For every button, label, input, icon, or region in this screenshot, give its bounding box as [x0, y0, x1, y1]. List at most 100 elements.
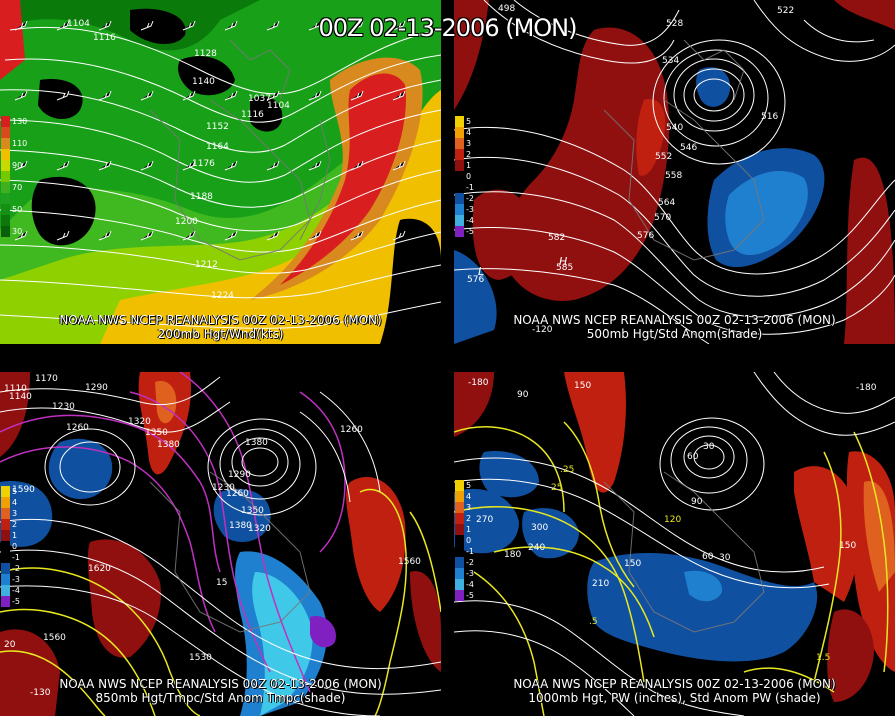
wind-barb — [224, 20, 238, 31]
legend-swatch — [1, 116, 10, 127]
wind-barb — [350, 90, 364, 101]
wind-barb — [392, 20, 406, 31]
contour-label: 546 — [680, 143, 697, 153]
contour-label: 30 — [719, 553, 731, 563]
contour-label: 1380 — [229, 521, 252, 531]
legend-swatch — [1, 574, 10, 585]
legend-label: -5 — [466, 227, 474, 236]
legend-swatch — [455, 579, 464, 590]
contour-label: 1200 — [175, 217, 198, 227]
legend-label: 1 — [12, 531, 18, 540]
wind-barb — [98, 160, 112, 171]
legend-swatch — [1, 585, 10, 596]
wind-barb — [308, 160, 322, 171]
wind-barb — [140, 20, 154, 31]
contour-label: 1560 — [398, 557, 421, 567]
legend-label: -4 — [466, 216, 474, 225]
contour-label: 25 — [551, 483, 562, 493]
legend-label: 4 — [12, 498, 18, 507]
legend-label: -5 — [466, 591, 474, 600]
legend-swatch — [455, 590, 464, 601]
wind-barb — [308, 90, 322, 101]
contour-label: 1290 — [85, 383, 108, 393]
contour-label: 240 — [528, 543, 545, 553]
contour-label: 564 — [658, 198, 675, 208]
legend-swatch — [455, 226, 464, 237]
legend-swatch — [1, 127, 10, 138]
panel-200mb-source-label: NOAA NWS NCEP REANALYSIS 00Z 02-13-2006 … — [59, 313, 382, 327]
panel-200mb-legend: 130 110 90 70 50 30 — [1, 116, 27, 237]
contour-label: -130 — [30, 688, 51, 698]
legend-swatch — [1, 519, 10, 530]
legend-label: 70 — [12, 183, 23, 192]
contour-label: -180 — [856, 383, 877, 393]
legend-swatch — [455, 138, 464, 149]
contour-label: 1590 — [12, 485, 35, 495]
panel-500mb-legend: 5 4 3 2 1 0 -1 -2 -3 -4 -5 — [455, 116, 474, 237]
contour-label: 1320 — [248, 524, 271, 534]
legend-label: 130 — [12, 117, 28, 126]
contour-label: 1116 — [241, 110, 264, 120]
legend-label: 1 — [466, 525, 472, 534]
contour-label: 150 — [624, 559, 641, 569]
contour-label: 60 — [687, 452, 699, 462]
contour-label: 528 — [666, 19, 683, 29]
contour-label: 1320 — [128, 417, 151, 427]
contour-label: 1260 — [340, 425, 363, 435]
legend-swatch — [1, 552, 10, 563]
wind-barb — [182, 20, 196, 31]
wind-barb — [392, 230, 406, 241]
legend-swatch — [455, 535, 464, 546]
wind-barb — [266, 160, 280, 171]
legend-swatch — [455, 480, 464, 491]
panel-850mb-height-temp: 1110 1170 1140 1230 1260 1290 1320 1350 1380 1380… — [0, 372, 441, 716]
contour-label: 20 — [4, 640, 16, 650]
wind-barb — [350, 160, 364, 171]
contour-label: 1140 — [192, 77, 215, 87]
contour-label: 1230 — [212, 483, 235, 493]
contour-label: 270 — [476, 515, 493, 525]
legend-swatch — [455, 149, 464, 160]
panel-1000mb-source-label: NOAA NWS NCEP REANALYSIS 00Z 02-13-2006 … — [513, 677, 836, 691]
wind-barb — [56, 90, 70, 101]
wind-barb — [266, 230, 280, 241]
panel-500mb-source-label: NOAA NWS NCEP REANALYSIS 00Z 02-13-2006 … — [513, 313, 836, 327]
wind-barb — [98, 230, 112, 241]
legend-label: 5 — [466, 481, 472, 490]
legend-label: 2 — [466, 150, 472, 159]
legend-swatch — [455, 513, 464, 524]
wind-barb — [14, 160, 28, 171]
contour-label: 585 — [556, 263, 573, 273]
wind-barb — [14, 20, 28, 31]
contour-label: 1128 — [194, 49, 217, 59]
wind-barb — [56, 20, 70, 31]
wind-barb — [392, 90, 406, 101]
contour-label: 60 — [702, 552, 714, 562]
contour-label: 1164 — [206, 142, 229, 152]
contour-label: 1260 — [226, 489, 249, 499]
contour-label: 15 — [216, 578, 227, 588]
legend-label: -4 — [12, 586, 20, 595]
wind-barb — [224, 90, 238, 101]
wind-barb — [140, 230, 154, 241]
wind-barb — [14, 90, 28, 101]
legend-swatch — [455, 171, 464, 182]
contour-label: 1110 — [4, 384, 27, 394]
contour-label: -120 — [532, 325, 553, 335]
panel-850mb-product-label: 850mb Hgt/Tmpc/Std Anom Tmpc(shade) — [95, 691, 346, 705]
panel-500mb-height-anomaly: 498 528 534 522 516 540 546 552 558 564 570 576 582 5… — [454, 0, 895, 344]
contour-label: 1350 — [241, 506, 264, 516]
legend-label: 2 — [12, 520, 18, 529]
legend-swatch — [1, 486, 10, 497]
wind-barb — [14, 230, 28, 241]
legend-swatch — [455, 215, 464, 226]
contour-label: 1230 — [52, 402, 75, 412]
contour-label: 1560 — [43, 633, 66, 643]
legend-label: 110 — [12, 139, 28, 148]
legend-swatch — [1, 171, 10, 182]
wind-barb — [308, 230, 322, 241]
legend-label: 50 — [12, 205, 23, 214]
wind-barb — [224, 230, 238, 241]
wind-barb — [266, 20, 280, 31]
wind-barb — [140, 90, 154, 101]
